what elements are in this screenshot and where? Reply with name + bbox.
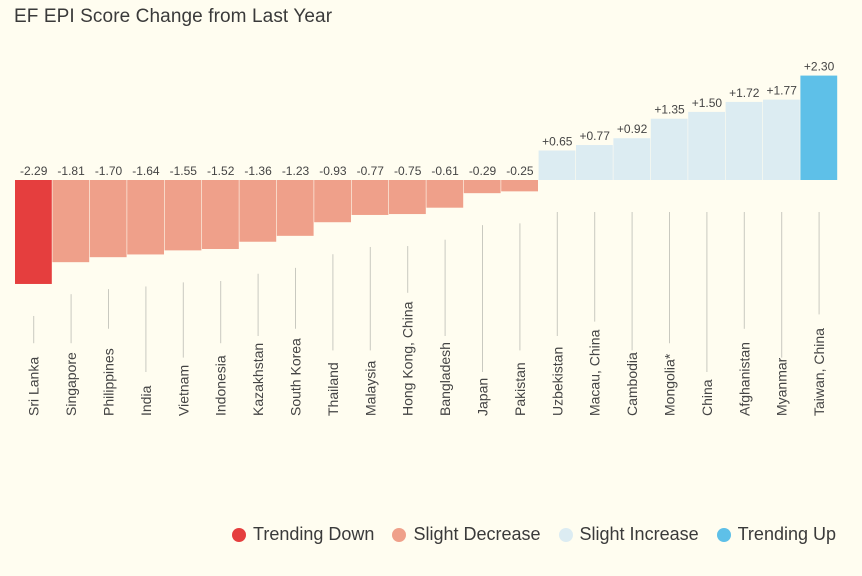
bar-singapore [52, 180, 90, 263]
value-label-vietnam: -1.55 [170, 164, 198, 178]
value-label-uzbekistan: +0.65 [542, 134, 573, 148]
legend-label-slight-increase: Slight Increase [579, 524, 699, 544]
bar-taiwan-china [800, 75, 838, 180]
category-label-cambodia: Cambodia [624, 352, 640, 416]
value-label-mongolia: +1.35 [654, 103, 685, 117]
bar-kazakhstan [239, 180, 277, 242]
value-label-india: -1.64 [132, 164, 160, 178]
value-label-indonesia: -1.52 [207, 164, 235, 178]
value-label-south-korea: -1.23 [282, 164, 310, 178]
value-label-bangladesh: -0.61 [431, 164, 459, 178]
category-label-kazakhstan: Kazakhstan [250, 343, 266, 416]
category-label-indonesia: Indonesia [213, 355, 229, 416]
bar-afghanistan [725, 101, 763, 180]
bar-japan [463, 180, 501, 194]
legend-item-trending-down: Trending Down [232, 524, 374, 545]
category-label-mongolia: Mongolia* [662, 353, 678, 416]
legend-swatch-trending-up [716, 527, 731, 542]
category-label-myanmar: Myanmar [774, 357, 790, 416]
bar-myanmar [763, 99, 800, 180]
value-label-thailand: -0.93 [319, 164, 347, 178]
category-label-sri-lanka: Sri Lanka [26, 357, 42, 416]
category-label-pakistan: Pakistan [512, 362, 528, 416]
category-label-thailand: Thailand [325, 362, 341, 416]
legend-label-trending-up: Trending Up [737, 524, 836, 544]
category-label-malaysia: Malaysia [362, 361, 378, 416]
bar-thailand [314, 180, 351, 223]
category-label-india: India [138, 385, 154, 416]
value-label-hong-kong-china: -0.75 [394, 164, 422, 178]
bar-bangladesh [426, 180, 464, 208]
bar-uzbekistan [538, 150, 576, 180]
legend: Trending Down Slight Decrease Slight Inc… [232, 524, 836, 545]
chart-title: EF EPI Score Change from Last Year [14, 6, 333, 27]
category-label-uzbekistan: Uzbekistan [549, 347, 565, 416]
category-label-china: China [699, 379, 715, 416]
value-label-singapore: -1.81 [57, 164, 85, 178]
bar-macau-china [576, 145, 613, 180]
bar-indonesia [202, 180, 239, 250]
category-label-bangladesh: Bangladesh [437, 342, 453, 416]
bar-south-korea [276, 180, 314, 236]
category-label-vietnam: Vietnam [175, 365, 191, 416]
value-label-macau-china: +0.77 [580, 129, 611, 143]
legend-label-trending-down: Trending Down [253, 524, 375, 544]
legend-swatch-trending-down [232, 527, 247, 542]
bar-malaysia [351, 180, 389, 215]
legend-swatch-slight-increase [558, 527, 573, 542]
category-label-south-korea: South Korea [288, 338, 304, 416]
bar-mongolia [650, 118, 688, 180]
category-label-japan: Japan [475, 378, 491, 416]
bar-philippines [89, 180, 127, 258]
value-label-afghanistan: +1.72 [729, 86, 760, 100]
bar-india [127, 180, 164, 255]
legend-item-slight-increase: Slight Increase [558, 524, 699, 545]
bar-pakistan [501, 180, 538, 192]
legend-item-trending-up: Trending Up [716, 524, 836, 545]
value-label-cambodia: +0.92 [617, 122, 648, 136]
value-label-sri-lanka: -2.29 [20, 164, 48, 178]
category-label-hong-kong-china: Hong Kong, China [400, 301, 416, 416]
value-label-malaysia: -0.77 [357, 164, 385, 178]
legend-swatch-slight-decrease [392, 527, 407, 542]
value-label-myanmar: +1.77 [767, 84, 798, 98]
category-label-afghanistan: Afghanistan [736, 342, 752, 416]
bar-vietnam [164, 180, 202, 251]
value-label-kazakhstan: -1.36 [244, 164, 272, 178]
category-label-philippines: Philippines [101, 348, 117, 416]
value-label-china: +1.50 [692, 96, 723, 110]
legend-label-slight-decrease: Slight Decrease [413, 524, 541, 544]
legend-item-slight-decrease: Slight Decrease [392, 524, 541, 545]
category-label-macau-china: Macau, China [587, 329, 603, 416]
category-label-taiwan-china: Taiwan, China [811, 328, 827, 416]
value-label-philippines: -1.70 [95, 164, 123, 178]
value-label-pakistan: -0.25 [506, 164, 534, 178]
category-label-singapore: Singapore [63, 352, 79, 416]
bar-sri-lanka [15, 180, 52, 284]
bar-hong-kong-china [389, 180, 426, 215]
value-label-taiwan-china: +2.30 [804, 60, 835, 74]
bar-china [688, 111, 725, 180]
bar-cambodia [613, 138, 651, 180]
value-label-japan: -0.29 [469, 164, 497, 178]
